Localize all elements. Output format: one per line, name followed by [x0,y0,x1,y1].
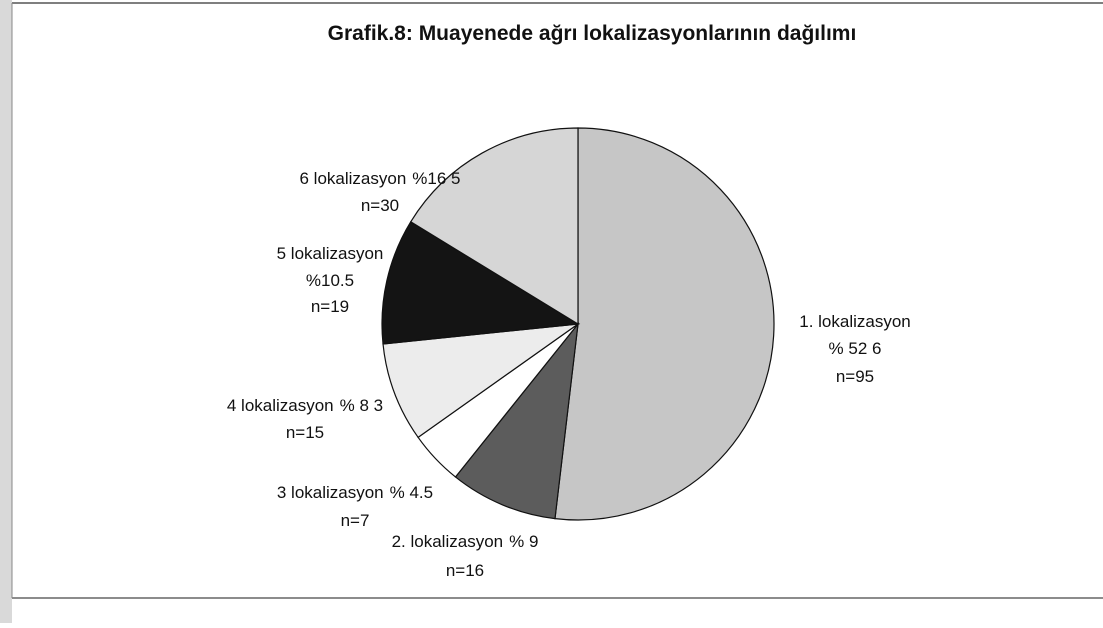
label-category: 1. lokalizasyon [799,312,911,331]
chart-title: Grafik.8: Muayenede ağrı lokalizasyonlar… [328,22,857,45]
label-category: 4 lokalizasyon [227,396,334,415]
label-value: %10.5 [306,271,354,290]
pie-slice [554,127,775,521]
label-value: % 52 6 [829,339,882,358]
label-category: 3 lokalizasyon [277,483,384,502]
pie-slice [409,127,579,326]
slice-label: 3 lokalizasyon % 4.5 n=7 [277,483,433,530]
slice-label: 4 lokalizasyon % 8 3 n=15 [227,396,383,442]
pie [381,127,775,521]
label-category: 6 lokalizasyon [300,169,407,188]
pie-labels: 1. lokalizasyon % 52 6 n=95 2. lokalizasyon… [227,169,911,580]
scan-edge [0,0,12,623]
label-value: %16 5 [412,169,460,188]
label-value: % 4.5 [390,483,433,502]
label-value: % 8 3 [340,396,383,415]
label-category: 5 lokalizasyon [277,244,384,263]
label-count: n=16 [446,561,484,580]
pie-slice [454,321,579,520]
slice-label: 1. lokalizasyon % 52 6 n=95 [799,312,911,386]
label-count: n=95 [836,367,874,386]
label-count: n=15 [286,423,324,442]
label-count: n=7 [341,511,370,530]
label-value: % 9 [509,532,538,551]
slice-label: 5 lokalizasyon %10.5 n=19 [277,244,384,316]
label-count: n=30 [361,196,399,215]
label-category: 2. lokalizasyon [392,532,504,551]
label-count: n=19 [311,297,349,316]
slice-label: 6 lokalizasyon %16 5 n=30 [300,169,461,215]
slice-label: 2. lokalizasyon % 9 n=16 [392,532,539,580]
pie-slice [381,220,580,345]
pie-slice [382,323,581,439]
